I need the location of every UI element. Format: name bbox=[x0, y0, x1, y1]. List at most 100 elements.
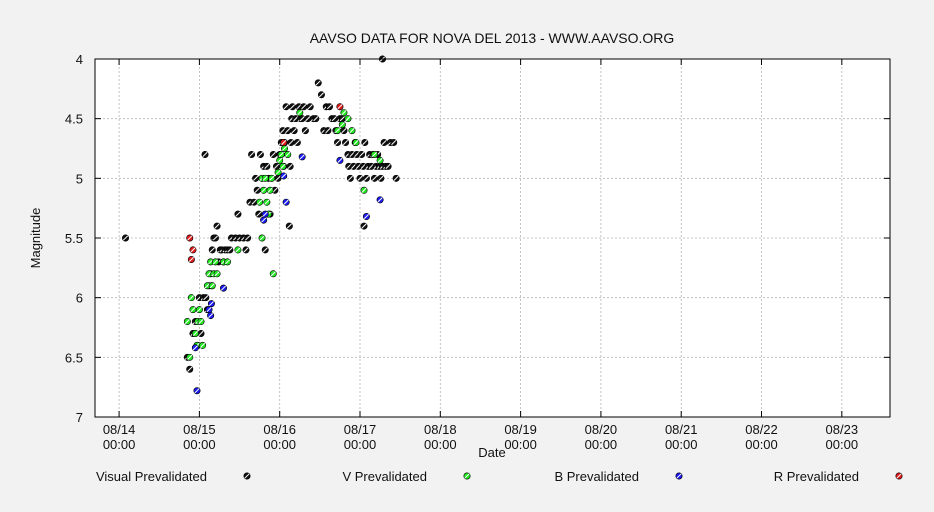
data-point bbox=[348, 127, 356, 135]
data-point bbox=[244, 234, 252, 242]
data-point bbox=[208, 282, 216, 290]
data-point bbox=[348, 150, 356, 158]
x-tick-label-time: 00:00 bbox=[665, 437, 698, 452]
data-point bbox=[193, 387, 201, 395]
y-axis-label: Magnitude bbox=[28, 208, 43, 269]
data-point bbox=[306, 103, 314, 111]
x-tick-label-time: 00:00 bbox=[103, 437, 136, 452]
data-point bbox=[367, 162, 375, 170]
data-point bbox=[280, 139, 288, 147]
x-tick-label-date: 08/21 bbox=[665, 422, 698, 437]
data-point bbox=[298, 153, 306, 161]
data-point bbox=[261, 174, 269, 182]
legend-marker bbox=[463, 472, 471, 480]
data-point bbox=[346, 174, 354, 182]
data-point bbox=[248, 150, 256, 158]
y-tick-label: 4.5 bbox=[65, 112, 83, 127]
plot-border bbox=[94, 58, 891, 418]
data-point bbox=[279, 162, 287, 170]
data-point bbox=[289, 103, 297, 111]
data-point bbox=[296, 109, 304, 117]
x-tick-label-date: 08/20 bbox=[585, 422, 618, 437]
data-point bbox=[272, 162, 280, 170]
data-point bbox=[256, 198, 264, 206]
data-point bbox=[269, 150, 277, 158]
x-tick-label-date: 08/19 bbox=[504, 422, 537, 437]
data-point bbox=[202, 294, 210, 302]
y-tick-label: 5.5 bbox=[65, 231, 83, 246]
y-tick-label: 4 bbox=[76, 52, 83, 67]
x-tick-label-date: 08/16 bbox=[263, 422, 296, 437]
data-point bbox=[362, 213, 370, 221]
data-point bbox=[263, 162, 271, 170]
legend-label: B Prevalidated bbox=[554, 469, 639, 484]
x-tick-label-date: 08/23 bbox=[826, 422, 859, 437]
data-point bbox=[282, 103, 290, 111]
data-point bbox=[269, 270, 277, 278]
x-tick-label-time: 00:00 bbox=[183, 437, 216, 452]
data-point bbox=[342, 139, 350, 147]
data-point bbox=[376, 196, 384, 204]
legend-marker bbox=[675, 472, 683, 480]
x-tick-label-time: 00:00 bbox=[826, 437, 859, 452]
x-tick-label-time: 00:00 bbox=[585, 437, 618, 452]
x-tick-label-date: 08/17 bbox=[344, 422, 377, 437]
x-tick-label-time: 00:00 bbox=[344, 437, 377, 452]
data-point bbox=[261, 246, 269, 254]
data-point bbox=[234, 246, 242, 254]
data-point bbox=[354, 162, 362, 170]
x-tick-label-date: 08/15 bbox=[183, 422, 216, 437]
data-point bbox=[376, 156, 384, 164]
data-point bbox=[392, 174, 400, 182]
data-point bbox=[213, 222, 221, 230]
data-point bbox=[362, 174, 370, 182]
legend: Visual Prevalidated V Prevalidated B Preva… bbox=[96, 469, 903, 484]
data-point bbox=[336, 156, 344, 164]
x-tick-label-date: 08/18 bbox=[424, 422, 457, 437]
data-point bbox=[377, 174, 385, 182]
data-point bbox=[336, 103, 344, 111]
data-point bbox=[252, 174, 260, 182]
data-point bbox=[268, 174, 276, 182]
legend-label: Visual Prevalidated bbox=[96, 469, 207, 484]
data-points bbox=[122, 55, 400, 395]
data-point bbox=[219, 284, 227, 292]
data-point bbox=[352, 139, 360, 147]
y-tick-label: 6 bbox=[76, 291, 83, 306]
data-point bbox=[360, 222, 368, 230]
data-point bbox=[285, 222, 293, 230]
data-point bbox=[390, 139, 398, 147]
data-point bbox=[358, 150, 366, 158]
data-point bbox=[380, 139, 388, 147]
data-point bbox=[279, 127, 287, 135]
data-point bbox=[317, 91, 325, 99]
data-point bbox=[186, 365, 194, 373]
data-point bbox=[197, 329, 205, 337]
y-tick-label: 6.5 bbox=[65, 350, 83, 365]
legend-label: R Prevalidated bbox=[774, 469, 859, 484]
data-point bbox=[258, 234, 266, 242]
data-point bbox=[189, 246, 197, 254]
data-point bbox=[344, 115, 352, 123]
legend-marker bbox=[243, 472, 251, 480]
data-point bbox=[312, 115, 320, 123]
data-point bbox=[191, 344, 199, 352]
data-point bbox=[226, 246, 234, 254]
data-point bbox=[260, 216, 268, 224]
series-3 bbox=[186, 103, 344, 263]
data-point bbox=[205, 306, 213, 314]
data-point bbox=[361, 139, 369, 147]
data-point bbox=[255, 210, 263, 218]
data-point bbox=[282, 198, 290, 206]
legend-marker bbox=[895, 472, 903, 480]
x-tick-label-time: 00:00 bbox=[504, 437, 537, 452]
data-point bbox=[356, 174, 364, 182]
series-2 bbox=[191, 153, 384, 395]
y-tick-label: 5 bbox=[76, 171, 83, 186]
data-point bbox=[340, 109, 348, 117]
data-point bbox=[213, 270, 221, 278]
x-axis-label: Date bbox=[478, 445, 505, 460]
x-tick-label-time: 00:00 bbox=[424, 437, 457, 452]
